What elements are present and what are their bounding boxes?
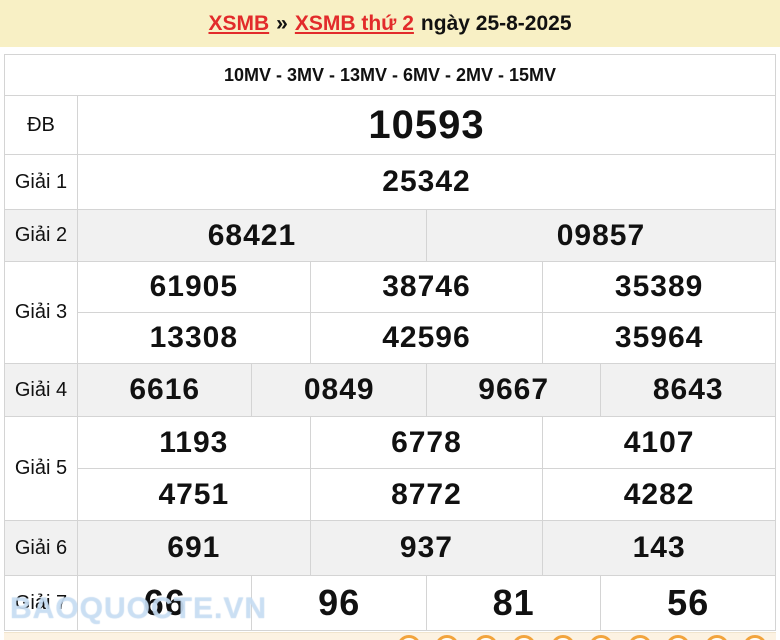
prize-value: 66 [76,575,253,631]
prize-row-g4: Giải 4 6616 0849 9667 8643 [4,363,776,417]
prize-row-g2: Giải 2 68421 09857 [4,209,777,262]
prize-value: 0849 [251,363,427,417]
prize-value: 691 [77,520,311,576]
loto-ball-icon [551,635,575,640]
prize-value: 4751 [77,468,311,521]
prize-value: 56 [600,575,776,631]
prize-value: 61905 [77,261,311,313]
prize-value: 35389 [542,261,776,313]
prize-value: 13308 [77,312,311,364]
prize-value: 6616 [76,363,253,417]
breadcrumb: XSMB » XSMB thứ 2 ngày 25-8-2025 [0,0,780,47]
prize-value: 09857 [425,209,777,262]
breadcrumb-link-day[interactable]: XSMB thứ 2 [294,11,414,35]
prize-label-db: ĐB [4,95,78,155]
prize-value: 38746 [309,261,544,313]
prize-value: 6778 [309,416,544,469]
prize-label-g7: Giải 7 [4,575,78,631]
prize-value: 143 [542,520,776,576]
prize-label-g6: Giải 6 [4,520,78,576]
prize-value: 96 [251,575,427,631]
prize-row-g6: Giải 6 691 937 143 [4,520,776,576]
results-table: 10MV - 3MV - 13MV - 6MV - 2MV - 15MV ĐB … [4,54,777,631]
loto-ball-icon [512,635,536,640]
breadcrumb-link-xsmb[interactable]: XSMB [208,11,270,35]
prize-value: 8772 [309,468,544,521]
prize-row-db: ĐB 10593 [4,95,776,155]
prize-value: 937 [309,520,544,576]
prize-row-g1: Giải 1 25342 [4,154,776,210]
prize-row-g7: Giải 7 66 96 81 56 [4,575,776,631]
loto-ball-icon [474,635,498,640]
loto-ball-icon [589,635,613,640]
prize-value: 1193 [77,416,311,469]
prize-value-g1: 25342 [77,154,776,210]
prize-row-g3b: 13308 42596 35964 [5,312,776,364]
results-table-wrap: 10MV - 3MV - 13MV - 6MV - 2MV - 15MV ĐB … [4,54,777,631]
prize-value-db: 10593 [77,95,776,155]
station-codes-row: 10MV - 3MV - 13MV - 6MV - 2MV - 15MV [4,54,776,96]
loto-ball-icon [435,635,459,640]
breadcrumb-separator: » [276,11,288,35]
breadcrumb-date: ngày 25-8-2025 [420,11,572,35]
prize-value: 9667 [425,363,602,417]
prize-value: 4107 [542,416,776,469]
prize-label-g1: Giải 1 [4,154,78,210]
loto-section-peek [4,632,776,640]
prize-value: 81 [425,575,602,631]
loto-ball-icon [628,635,652,640]
prize-value: 4282 [542,468,776,521]
prize-value: 35964 [542,312,776,364]
prize-value: 8643 [600,363,776,417]
loto-ball-icon [666,635,690,640]
prize-label-g4: Giải 4 [4,363,78,417]
prize-label-g2: Giải 2 [4,209,78,262]
prize-label-g3: Giải 3 [4,261,78,364]
prize-row-g5b: 4751 8772 4282 [5,468,776,521]
station-codes: 10MV - 3MV - 13MV - 6MV - 2MV - 15MV [4,54,776,96]
prize-label-g5: Giải 5 [4,416,78,521]
prize-row-g3a: Giải 3 61905 38746 35389 [4,261,776,364]
prize-row-g5a: Giải 5 1193 6778 4107 [4,416,776,521]
loto-ball-icon [397,635,421,640]
loto-ball-icon [743,635,767,640]
loto-ball-icon [705,635,729,640]
prize-value: 42596 [309,312,544,364]
prize-value: 68421 [77,209,427,262]
